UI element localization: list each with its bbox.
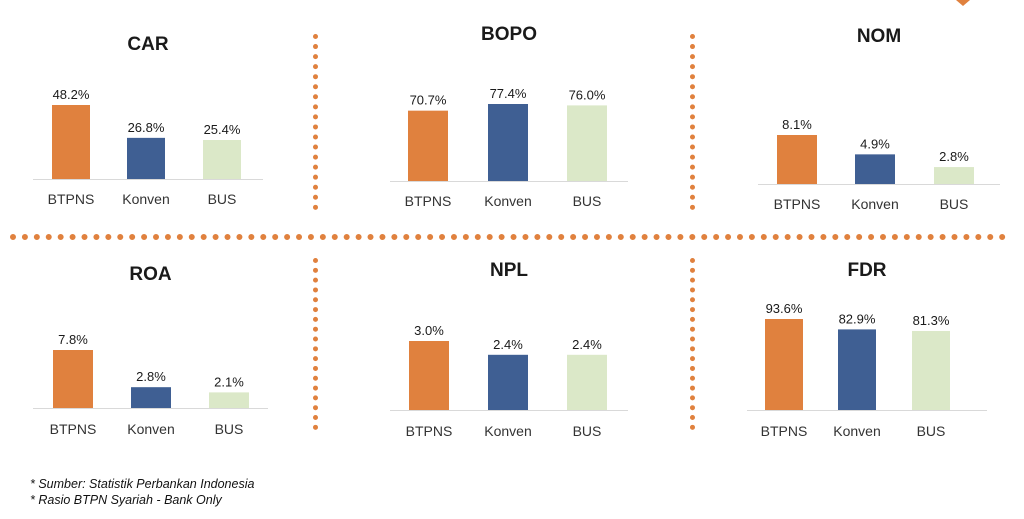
category-label-roa-bus: BUS xyxy=(215,421,244,437)
panel-roa: ROA 7.8% BTPNS 2.8% Konven 2.1% BUS xyxy=(33,262,268,452)
bar-nom-bus xyxy=(934,167,974,184)
bar-car-bus xyxy=(203,140,241,179)
value-label-npl-bus: 2.4% xyxy=(572,337,602,352)
category-label-nom-btpns: BTPNS xyxy=(774,196,821,212)
value-label-npl-konven: 2.4% xyxy=(493,337,523,352)
bar-nom-konven xyxy=(855,154,895,184)
value-label-fdr-btpns: 93.6% xyxy=(766,301,803,316)
footnotes: * Sumber: Statistik Perbankan Indonesia … xyxy=(30,476,254,508)
bar-chart-bopo: 70.7% BTPNS 77.4% Konven 76.0% BUS xyxy=(390,86,628,209)
chart-title: FDR xyxy=(847,260,887,281)
value-label-fdr-konven: 82.9% xyxy=(839,311,876,326)
panel-fdr: FDR 93.6% BTPNS 82.9% Konven 81.3% BUS xyxy=(747,258,987,448)
value-label-car-konven: 26.8% xyxy=(128,120,165,135)
divider-vertical-bottom-left xyxy=(313,258,318,430)
value-label-car-btpns: 48.2% xyxy=(53,87,90,102)
category-label-car-btpns: BTPNS xyxy=(48,191,95,207)
bar-fdr-btpns xyxy=(765,319,803,410)
divider-horizontal xyxy=(10,234,1006,240)
category-label-bopo-bus: BUS xyxy=(573,193,602,209)
category-label-bopo-btpns: BTPNS xyxy=(405,193,452,209)
bar-chart-fdr: 93.6% BTPNS 82.9% Konven 81.3% BUS xyxy=(747,301,987,439)
bar-roa-bus xyxy=(209,392,249,408)
value-label-npl-btpns: 3.0% xyxy=(414,323,444,338)
value-label-bopo-konven: 77.4% xyxy=(490,86,527,101)
chart-title: CAR xyxy=(127,34,169,55)
value-label-car-bus: 25.4% xyxy=(204,122,241,137)
divider-vertical-bottom-right xyxy=(690,258,695,430)
bar-roa-konven xyxy=(131,387,171,408)
bar-fdr-bus xyxy=(912,330,950,410)
category-label-fdr-bus: BUS xyxy=(917,423,946,439)
footnote-ratio: * Rasio BTPN Syariah - Bank Only xyxy=(30,493,222,507)
bar-chart-roa: 7.8% BTPNS 2.8% Konven 2.1% BUS xyxy=(33,332,268,437)
divider-vertical-top-right xyxy=(690,34,695,210)
bar-roa-btpns xyxy=(53,350,93,408)
bar-car-btpns xyxy=(52,105,90,179)
panel-car: CAR 48.2% BTPNS 26.8% Konven 25.4% BUS xyxy=(33,32,263,222)
value-label-bopo-btpns: 70.7% xyxy=(410,93,447,108)
chart-title: NOM xyxy=(856,26,902,47)
category-label-fdr-btpns: BTPNS xyxy=(761,423,808,439)
chart-title: BOPO xyxy=(481,24,537,45)
value-label-roa-bus: 2.1% xyxy=(214,374,244,389)
value-label-nom-btpns: 8.1% xyxy=(782,117,812,132)
panel-nom: NOM 8.1% BTPNS 4.9% Konven 2.8% BUS xyxy=(758,22,1000,222)
category-label-bopo-konven: Konven xyxy=(484,193,531,209)
footnote-source: * Sumber: Statistik Perbankan Indonesia xyxy=(30,477,255,491)
value-label-fdr-bus: 81.3% xyxy=(913,313,950,328)
bar-chart-npl: 3.0% BTPNS 2.4% Konven 2.4% BUS xyxy=(390,323,628,439)
value-label-nom-konven: 4.9% xyxy=(860,136,890,151)
value-label-roa-btpns: 7.8% xyxy=(58,332,88,347)
panel-bopo: BOPO 70.7% BTPNS 77.4% Konven 76.0% BUS xyxy=(390,20,628,220)
category-label-roa-konven: Konven xyxy=(127,421,174,437)
value-label-roa-konven: 2.8% xyxy=(136,369,166,384)
bar-npl-konven xyxy=(488,354,528,410)
bar-bopo-bus xyxy=(567,105,607,181)
chart-title: NPL xyxy=(490,260,528,281)
category-label-npl-btpns: BTPNS xyxy=(406,423,453,439)
category-label-car-konven: Konven xyxy=(122,191,169,207)
category-label-fdr-konven: Konven xyxy=(833,423,880,439)
category-label-nom-konven: Konven xyxy=(851,196,898,212)
panel-npl: NPL 3.0% BTPNS 2.4% Konven 2.4% BUS xyxy=(390,258,628,448)
bar-npl-bus xyxy=(567,354,607,410)
category-label-npl-konven: Konven xyxy=(484,423,531,439)
value-label-nom-bus: 2.8% xyxy=(939,149,969,164)
bar-fdr-konven xyxy=(838,329,876,410)
category-label-npl-bus: BUS xyxy=(573,423,602,439)
bar-chart-car: 48.2% BTPNS 26.8% Konven 25.4% BUS xyxy=(33,87,263,207)
bar-bopo-konven xyxy=(488,104,528,181)
bar-chart-nom: 8.1% BTPNS 4.9% Konven 2.8% BUS xyxy=(758,117,1000,212)
bar-nom-btpns xyxy=(777,135,817,184)
divider-vertical-top-left xyxy=(313,34,318,210)
category-label-car-bus: BUS xyxy=(208,191,237,207)
chart-title: ROA xyxy=(129,264,172,285)
category-label-nom-bus: BUS xyxy=(940,196,969,212)
bar-npl-btpns xyxy=(409,341,449,410)
value-label-bopo-bus: 76.0% xyxy=(569,87,606,102)
bar-car-konven xyxy=(127,137,165,179)
corner-marker-icon xyxy=(956,0,970,6)
bar-bopo-btpns xyxy=(408,110,448,181)
category-label-roa-btpns: BTPNS xyxy=(50,421,97,437)
